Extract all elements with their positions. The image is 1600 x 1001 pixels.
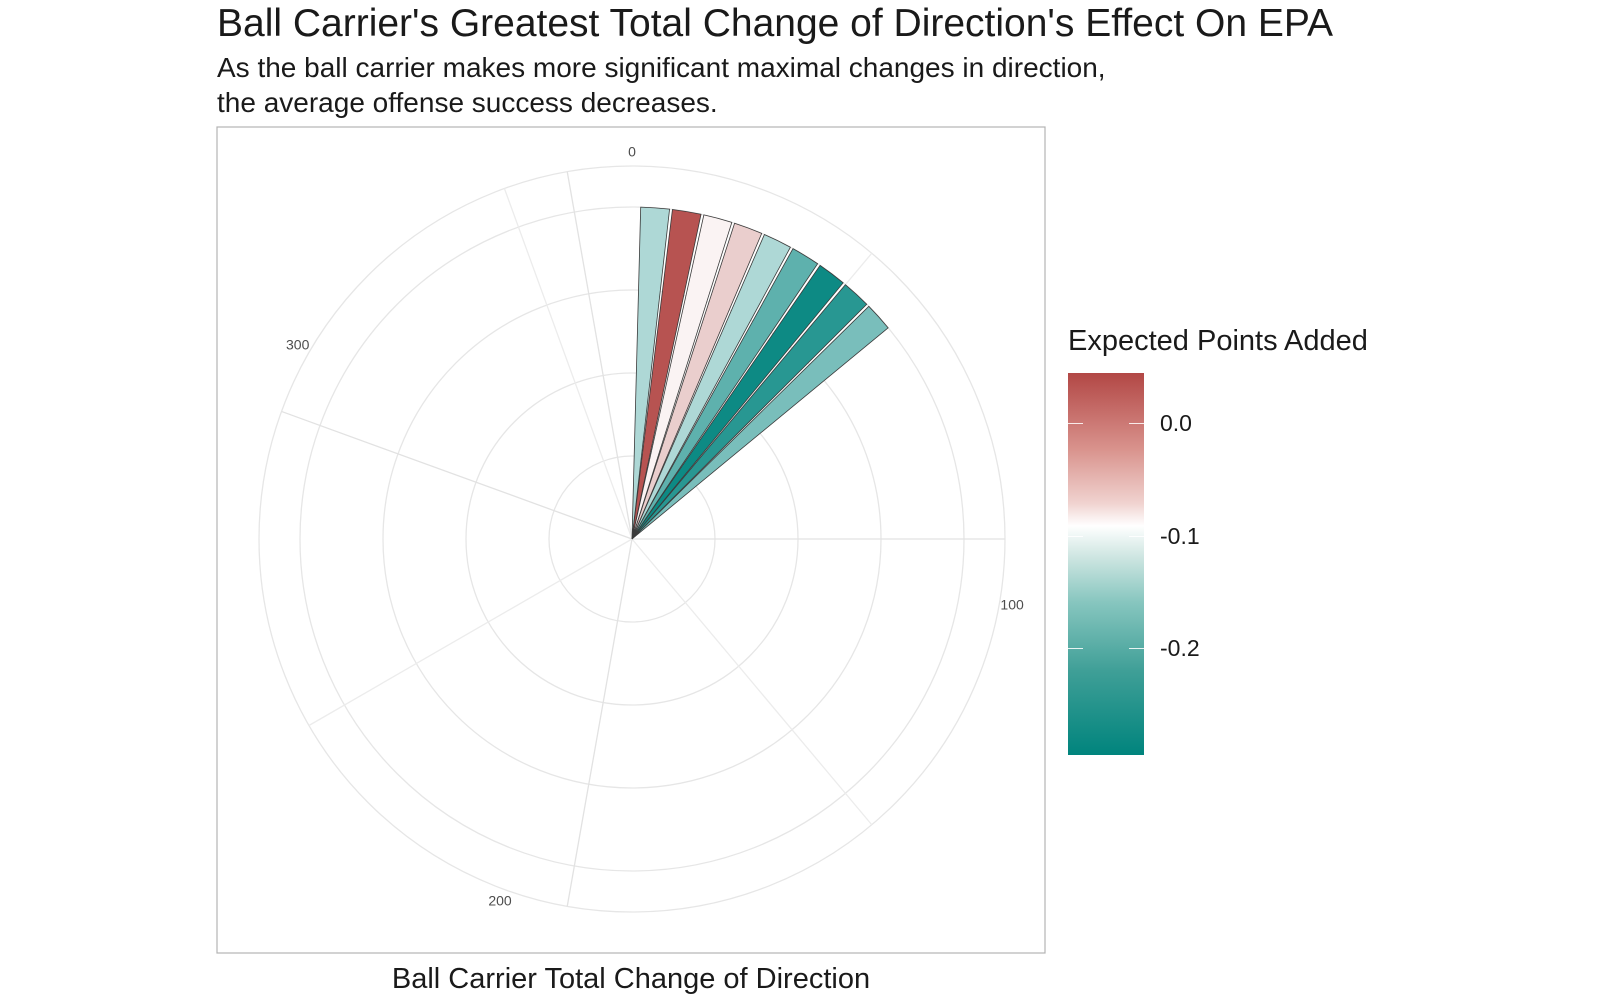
grid-spoke-major <box>566 171 633 540</box>
legend-tick <box>1129 423 1144 424</box>
angular-tick-label-0: 0 <box>628 144 636 160</box>
grid-spoke-minor <box>631 538 873 826</box>
legend-tick <box>1068 648 1083 649</box>
bar-4 <box>631 222 763 540</box>
angular-tick-label-100: 100 <box>1000 597 1024 613</box>
legend-tick <box>1068 536 1083 537</box>
x-axis-label: Ball Carrier Total Change of Direction <box>391 963 871 995</box>
angular-tick-labels: 0 100 200 300 <box>286 144 1024 909</box>
bar-1 <box>631 206 671 540</box>
bar-3 <box>631 214 733 540</box>
legend-label-2: -0.2 <box>1160 635 1200 661</box>
legend-title: Expected Points Added <box>1068 325 1368 357</box>
grid-spoke-major <box>566 538 633 907</box>
bars-layer <box>631 206 889 540</box>
subtitle-line-1: As the ball carrier makes more significa… <box>217 52 1106 83</box>
chart-title: Ball Carrier's Greatest Total Change of … <box>217 2 1334 45</box>
angular-tick-label-200: 200 <box>488 892 512 908</box>
legend-label-0: 0.0 <box>1160 410 1192 436</box>
angular-tick-label-300: 300 <box>286 337 310 353</box>
bar-9 <box>631 305 889 540</box>
grid-spoke-minor <box>503 188 633 540</box>
chart-subtitle: As the ball carrier makes more significa… <box>217 50 1106 120</box>
legend-label-1: -0.1 <box>1160 523 1200 549</box>
legend-tick <box>1129 536 1144 537</box>
bar-2 <box>631 209 702 540</box>
grid-spoke-major <box>281 410 633 540</box>
subtitle-line-2: the average offense success decreases. <box>217 87 718 118</box>
legend-tick <box>1068 423 1083 424</box>
plot-panel-border <box>216 126 1046 954</box>
bar-8 <box>631 284 868 540</box>
bar-5 <box>631 234 791 540</box>
grid-spoke-minor <box>308 538 633 727</box>
legend-tick <box>1129 648 1144 649</box>
legend-colorbar <box>1068 373 1144 755</box>
bar-7 <box>631 264 844 540</box>
bar-6 <box>631 248 819 540</box>
